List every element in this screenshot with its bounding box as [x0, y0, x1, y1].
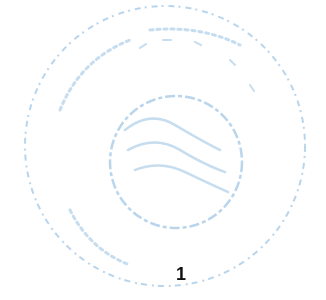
page: 1 (() => { const data = JSON.parse(docum…: [0, 0, 326, 300]
seal-outer-ring: [25, 6, 305, 286]
seal-center-emblem: [125, 119, 228, 192]
seal-inner-ring: [110, 96, 242, 228]
stamp-seal: [25, 6, 305, 286]
seal-marks: [140, 40, 254, 91]
page-number: 1: [176, 264, 186, 284]
document-page: 1: [0, 0, 326, 300]
